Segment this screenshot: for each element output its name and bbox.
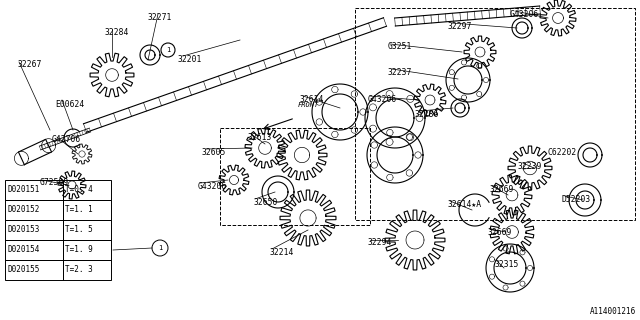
Bar [5, 260, 63, 280]
Bar [355, 8, 635, 220]
Text: A114001216: A114001216 [589, 307, 636, 316]
Bar [5, 240, 63, 260]
Text: G43206: G43206 [368, 95, 397, 104]
Text: C62202: C62202 [548, 148, 577, 157]
Text: 32613: 32613 [248, 133, 273, 142]
Text: 32201: 32201 [178, 55, 202, 64]
Text: T=0. 4: T=0. 4 [65, 186, 93, 195]
Text: 32614: 32614 [300, 95, 324, 104]
Text: 32214: 32214 [270, 248, 294, 257]
Text: G42706: G42706 [52, 135, 81, 144]
Text: 32650: 32650 [254, 198, 278, 207]
Text: D020152: D020152 [7, 205, 40, 214]
Text: T=2. 3: T=2. 3 [65, 266, 93, 275]
Bar [5, 180, 63, 200]
Text: 32271: 32271 [148, 13, 172, 22]
Text: 32605: 32605 [202, 148, 227, 157]
Text: 32239: 32239 [518, 162, 542, 171]
Text: D020154: D020154 [7, 245, 40, 254]
Bar [5, 220, 63, 240]
Text: 32669: 32669 [488, 228, 513, 237]
Bar [63, 220, 111, 240]
Text: 32297: 32297 [448, 22, 472, 31]
Bar [63, 180, 111, 200]
Text: 32614★A: 32614★A [448, 200, 482, 209]
Bar [220, 128, 370, 225]
Text: 1: 1 [158, 245, 162, 251]
Text: 32237: 32237 [388, 68, 412, 77]
Text: E00624: E00624 [55, 100, 84, 109]
Text: 32286: 32286 [415, 110, 440, 119]
Text: 32669: 32669 [490, 185, 515, 194]
Text: T=1. 5: T=1. 5 [65, 226, 93, 235]
Text: G43206: G43206 [510, 10, 540, 19]
Text: T=1. 9: T=1. 9 [65, 245, 93, 254]
Bar [63, 200, 111, 220]
Text: 1: 1 [166, 47, 170, 53]
Bar [63, 260, 111, 280]
Text: G72509: G72509 [40, 178, 69, 187]
Text: D020153: D020153 [7, 226, 40, 235]
Text: 32284: 32284 [105, 28, 129, 37]
Bar [63, 240, 111, 260]
Text: D52203: D52203 [562, 195, 591, 204]
Text: 32267: 32267 [18, 60, 42, 69]
Bar [5, 200, 63, 220]
Text: G43206: G43206 [198, 182, 227, 191]
Text: 32315: 32315 [495, 260, 520, 269]
Text: D020155: D020155 [7, 266, 40, 275]
Text: D020151: D020151 [7, 186, 40, 195]
Text: T=1. 1: T=1. 1 [65, 205, 93, 214]
Text: FRONT: FRONT [298, 102, 319, 108]
Text: 32294: 32294 [368, 238, 392, 247]
Text: G3251: G3251 [388, 42, 412, 51]
